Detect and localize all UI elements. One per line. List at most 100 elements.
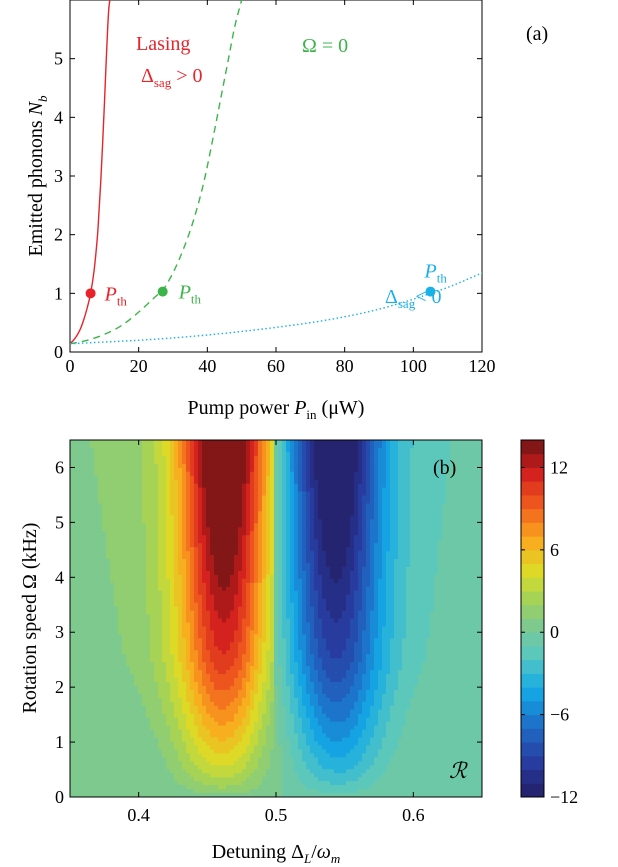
heatmap-cell (182, 507, 187, 512)
heatmap-cell (234, 666, 239, 671)
heatmap-cell (130, 626, 135, 631)
heatmap-cell (150, 781, 155, 786)
heatmap-cell (138, 475, 143, 481)
heatmap-cell (138, 737, 143, 743)
heatmap-cell (274, 531, 279, 536)
heatmap-cell (198, 781, 203, 786)
heatmap-cell (98, 618, 103, 624)
heatmap-cell (78, 662, 83, 667)
heatmap-cell (70, 495, 75, 501)
heatmap-cell (258, 705, 263, 711)
heatmap-cell (278, 483, 283, 489)
heatmap-cell (262, 594, 267, 600)
heatmap-cell (198, 547, 203, 552)
heatmap-cell (242, 666, 247, 671)
heatmap-cell (90, 781, 95, 786)
heatmap-cell (226, 543, 231, 548)
heatmap-cell (194, 483, 199, 489)
heatmap-cell (98, 701, 103, 707)
heatmap-cell (214, 523, 219, 528)
heatmap-cell (282, 547, 287, 552)
heatmap-cell (138, 761, 143, 766)
heatmap-cell (206, 582, 211, 588)
heatmap-cell (114, 523, 119, 528)
heatmap-cell (102, 586, 107, 592)
heatmap-cell (174, 467, 179, 473)
heatmap-cell (134, 737, 139, 743)
heatmap-cell (146, 622, 151, 628)
heatmap-cell (166, 594, 171, 600)
heatmap-cell (242, 697, 247, 703)
heatmap-cell (82, 634, 87, 639)
heatmap-cell (270, 709, 275, 715)
heatmap-cell (270, 503, 275, 509)
heatmap-cell (146, 523, 151, 528)
heatmap-cell (266, 463, 271, 469)
heatmap-cell (82, 483, 87, 489)
heatmap-cell (170, 570, 175, 576)
heatmap-cell (106, 447, 111, 453)
heatmap-cell (178, 793, 183, 797)
heatmap-cell (278, 737, 283, 743)
heatmap-cell (238, 622, 243, 628)
heatmap-cell (198, 761, 203, 766)
heatmap-cell (286, 475, 291, 481)
heatmap-cell (174, 618, 179, 624)
heatmap-cell (74, 606, 79, 612)
heatmap-cell (106, 562, 111, 568)
heatmap-cell (286, 531, 291, 536)
heatmap-cell (82, 749, 87, 754)
heatmap-cell (114, 709, 119, 715)
heatmap-cell (194, 765, 199, 770)
heatmap-cell (190, 566, 195, 572)
heatmap-cell (266, 769, 271, 774)
heatmap-cell (82, 455, 87, 461)
heatmap-cell (246, 499, 251, 505)
heatmap-cell (254, 662, 259, 667)
heatmap-cell (138, 749, 143, 754)
heatmap-cell (162, 781, 167, 786)
heatmap-cell (198, 701, 203, 707)
heatmap-cell (234, 459, 239, 465)
heatmap-cell (102, 693, 107, 699)
heatmap-cell (190, 447, 195, 453)
heatmap-cell (146, 562, 151, 568)
heatmap-cell (162, 547, 167, 552)
heatmap-cell (158, 570, 163, 576)
heatmap-cell (202, 443, 207, 449)
heatmap-cell (262, 777, 267, 782)
heatmap-cell (206, 547, 211, 552)
heatmap-cell (146, 582, 151, 588)
annotation-delta-negative: Δsag< 0 (385, 286, 442, 311)
heatmap-cell (134, 658, 139, 663)
heatmap-cell (166, 440, 171, 445)
heatmap-cell (286, 646, 291, 651)
heatmap-cell (242, 503, 247, 509)
heatmap-cell (150, 674, 155, 679)
heatmap-cell (102, 626, 107, 631)
heatmap-cell (146, 606, 151, 612)
heatmap-cell (122, 574, 127, 580)
heatmap-cell (138, 793, 143, 797)
heatmap-cell (154, 555, 159, 560)
heatmap-cell (126, 475, 131, 481)
heatmap-cell (70, 670, 75, 675)
heatmap-cell (134, 721, 139, 727)
heatmap-cell (258, 566, 263, 572)
heatmap-cell (222, 642, 227, 647)
heatmap-cell (222, 451, 227, 457)
heatmap-cell (190, 642, 195, 647)
heatmap-cell (182, 721, 187, 727)
heatmap-cell (278, 443, 283, 449)
heatmap-cell (202, 717, 207, 723)
heatmap-cell (98, 566, 103, 572)
heatmap-cell (174, 447, 179, 453)
heatmap-cell (270, 531, 275, 536)
heatmap-cell (122, 551, 127, 556)
heatmap-cell (118, 626, 123, 631)
heatmap-cell (222, 713, 227, 719)
heatmap-cell (226, 658, 231, 663)
heatmap-cell (90, 610, 95, 616)
heatmap-cell (150, 777, 155, 782)
heatmap-cell (234, 570, 239, 576)
